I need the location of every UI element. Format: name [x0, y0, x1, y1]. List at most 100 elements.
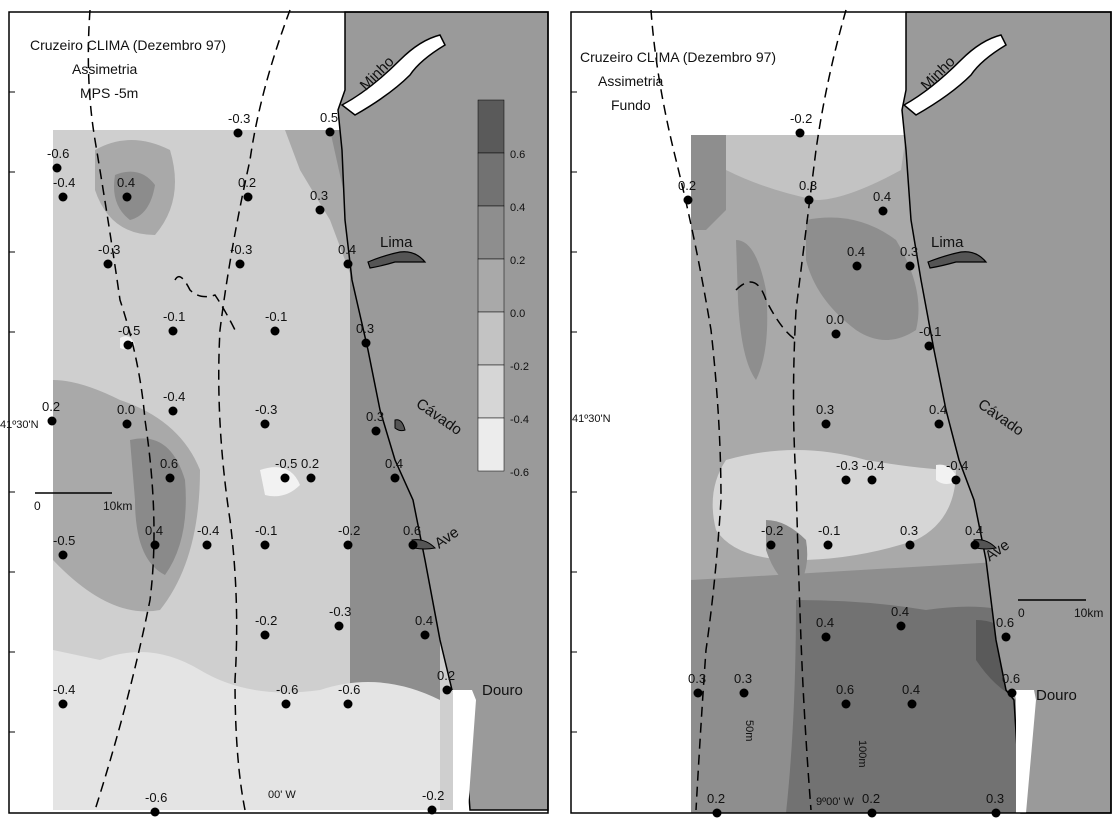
station-value: 0.0: [117, 402, 135, 417]
station-dot: [168, 326, 178, 336]
isobath-lines: [650, 9, 847, 811]
station-value: 0.2: [862, 791, 880, 806]
map-title: Cruzeiro CLIMA (Dezembro 97): [30, 37, 226, 53]
station-dot: [1001, 632, 1011, 642]
station-dot: [150, 807, 160, 817]
station-dot: [878, 206, 888, 216]
station-dot: [831, 329, 841, 339]
station-value: 0.4: [338, 242, 356, 257]
station-dot: [260, 540, 270, 550]
station-dot: [334, 621, 344, 631]
station-value: -0.4: [946, 458, 968, 473]
station-value: 0.4: [816, 615, 834, 630]
scale-bar: 0 10km: [34, 492, 132, 513]
station-value: -0.1: [163, 309, 185, 324]
legend-label: 0.4: [510, 202, 525, 214]
estuary-lima: [367, 251, 427, 269]
station-value: -0.1: [919, 324, 941, 339]
legend-label: -0.4: [510, 414, 529, 426]
station-dot: [325, 127, 335, 137]
station-value: 0.3: [688, 671, 706, 686]
station-dot: [103, 259, 113, 269]
longitude-label: 9º00' W: [816, 796, 855, 808]
latitude-label: 41º30'N: [0, 419, 39, 431]
station-value: 0.4: [385, 456, 403, 471]
station-value: 0.2: [238, 175, 256, 190]
station-dot: [408, 540, 418, 550]
station-value: 0.2: [678, 178, 696, 193]
station-dot: [150, 540, 160, 550]
station-value: -0.2: [255, 613, 277, 628]
station-value: 0.3: [366, 409, 384, 424]
station-dot: [693, 688, 703, 698]
station-dot: [841, 475, 851, 485]
station-value: 0.2: [42, 399, 60, 414]
estuary-lima: [927, 251, 988, 269]
isobath-lines: [87, 9, 291, 811]
station-dot: [243, 192, 253, 202]
station-value: -0.1: [818, 523, 840, 538]
station-value: -0.1: [265, 309, 287, 324]
map-layer: Fundo: [611, 97, 651, 113]
scale-zero: 0: [1018, 606, 1025, 620]
map-title: Cruzeiro CLIMA (Dezembro 97): [580, 49, 776, 65]
station-dot: [47, 416, 57, 426]
station-dot: [343, 699, 353, 709]
station-dot: [712, 808, 722, 818]
station-value: -0.3: [255, 402, 277, 417]
station-value: 0.4: [145, 523, 163, 538]
station-value: 0.6: [996, 615, 1014, 630]
map-svg-bottom: Cruzeiro CLIMA (Dezembro 97) Assimetria …: [570, 9, 1112, 818]
station-value: 0.6: [160, 456, 178, 471]
station-dot: [361, 338, 371, 348]
station-dot: [281, 699, 291, 709]
scale-end: 10km: [103, 499, 132, 513]
station-value: 0.3: [734, 671, 752, 686]
legend-label: -0.6: [510, 467, 529, 479]
station-dot: [924, 341, 934, 351]
river-label-lima: Lima: [380, 234, 413, 251]
station-value: -0.3: [836, 458, 858, 473]
station-dot: [306, 473, 316, 483]
longitude-label: 00' W: [268, 789, 296, 801]
station-dot: [202, 540, 212, 550]
station-value: -0.5: [275, 456, 297, 471]
station-dot: [233, 128, 243, 138]
station-value: 0.4: [929, 402, 947, 417]
frame-ticks: [571, 91, 577, 733]
river-label-lima: Lima: [931, 234, 964, 251]
station-dot: [343, 540, 353, 550]
station-value: -0.5: [118, 323, 140, 338]
station-value: -0.3: [230, 242, 252, 257]
station-dot: [896, 621, 906, 631]
station-value: -0.2: [422, 788, 444, 803]
station-value: -0.4: [163, 389, 185, 404]
station-dot: [852, 261, 862, 271]
station-dot: [343, 259, 353, 269]
station-dot: [122, 192, 132, 202]
scale-zero: 0: [34, 499, 41, 513]
station-dot: [683, 195, 693, 205]
station-value: 0.4: [415, 613, 433, 628]
station-dot: [841, 699, 851, 709]
estuary-minho: [340, 34, 446, 116]
station-dot: [165, 473, 175, 483]
station-value: 0.3: [310, 188, 328, 203]
station-dot: [970, 540, 980, 550]
station-dot: [804, 195, 814, 205]
station-dot: [260, 419, 270, 429]
station-value: -0.1: [255, 523, 277, 538]
estuary-ave: [411, 539, 437, 550]
station-dot: [58, 192, 68, 202]
estuary-cavado: [394, 419, 406, 432]
station-value: 0.6: [1002, 671, 1020, 686]
river-label-douro: Douro: [1036, 687, 1077, 704]
station-value: 0.4: [902, 682, 920, 697]
station-markers: -0.2 0.2 0.3 0.4 0.4 0.3 0.0 -0.1 0.3 0.4 -0.3 -0.4…: [678, 111, 1020, 818]
station-dot: [280, 473, 290, 483]
estuary-minho: [902, 34, 1007, 116]
station-value: -0.4: [197, 523, 219, 538]
station-dot: [52, 163, 62, 173]
station-markers: -0.3 0.5 -0.6 -0.4 0.4 0.2 0.3 -0.3 -0.3 0.4 -0.5 -…: [42, 110, 455, 817]
legend-label: 0.2: [510, 255, 525, 267]
